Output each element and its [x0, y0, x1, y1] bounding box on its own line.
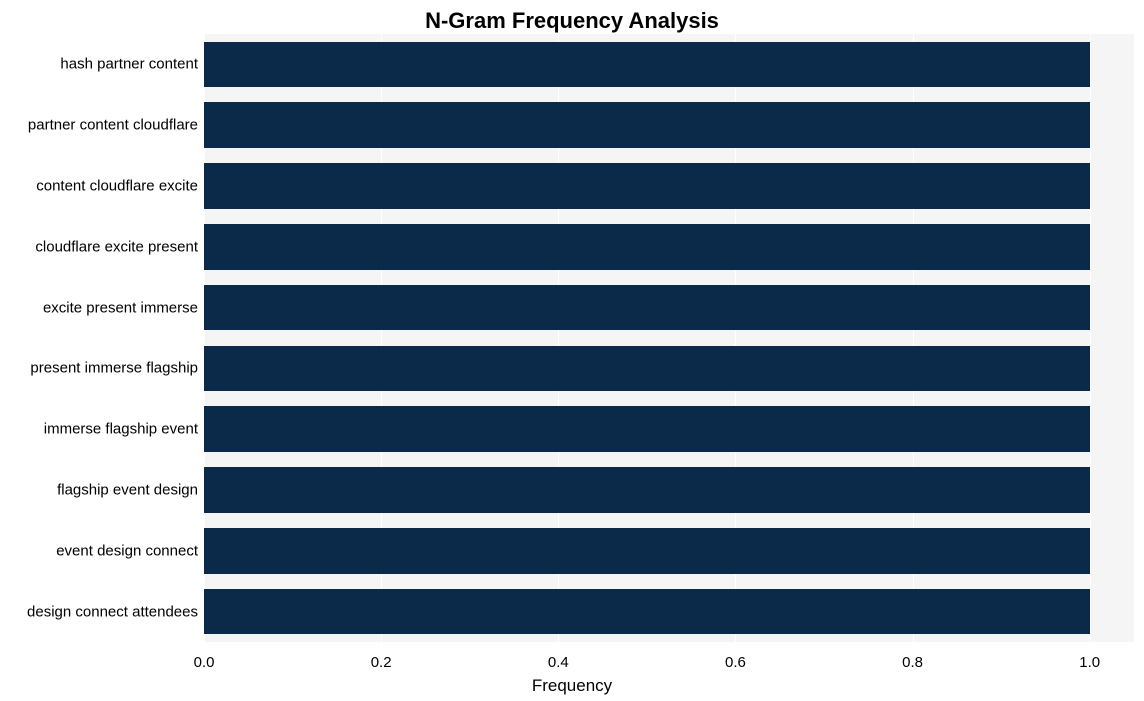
bar: [204, 102, 1090, 148]
y-tick-label: present immerse flagship: [30, 360, 198, 377]
x-tick-label: 0.4: [548, 654, 569, 671]
y-tick-label: flagship event design: [57, 482, 198, 499]
bar: [204, 285, 1090, 331]
x-tick-label: 0.8: [902, 654, 923, 671]
x-axis-label: Frequency: [0, 676, 1144, 696]
y-tick-label: excite present immerse: [43, 299, 198, 316]
y-tick-label: content cloudflare excite: [36, 178, 198, 195]
bar: [204, 406, 1090, 452]
x-tick-label: 1.0: [1079, 654, 1100, 671]
y-tick-label: partner content cloudflare: [28, 117, 198, 134]
bar: [204, 163, 1090, 209]
y-tick-label: hash partner content: [60, 56, 198, 73]
bar: [204, 224, 1090, 270]
plot-area: [204, 34, 1134, 642]
bar: [204, 528, 1090, 574]
bar: [204, 42, 1090, 88]
x-tick-label: 0.6: [725, 654, 746, 671]
y-tick-label: event design connect: [56, 542, 198, 559]
gridline: [1090, 34, 1091, 642]
chart-title: N-Gram Frequency Analysis: [0, 8, 1144, 34]
y-tick-label: immerse flagship event: [44, 421, 198, 438]
y-tick-label: design connect attendees: [27, 603, 198, 620]
y-tick-label: cloudflare excite present: [35, 238, 198, 255]
x-tick-label: 0.0: [194, 654, 215, 671]
bar: [204, 346, 1090, 392]
bar: [204, 467, 1090, 513]
bar: [204, 589, 1090, 635]
x-tick-label: 0.2: [371, 654, 392, 671]
ngram-chart: N-Gram Frequency Analysis Frequency 0.0 0…: [0, 0, 1144, 701]
